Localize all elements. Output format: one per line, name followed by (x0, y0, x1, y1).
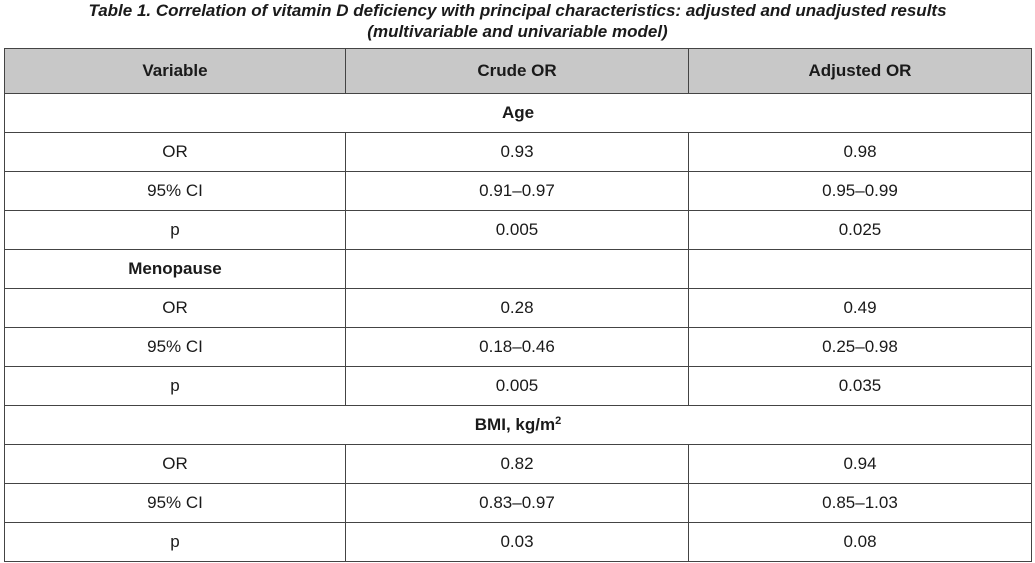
crude-value: 0.82 (345, 444, 689, 484)
row-label: OR (4, 132, 346, 172)
results-table: Variable Crude OR Adjusted OR Age OR 0.9… (4, 48, 1032, 562)
crude-value: 0.83–0.97 (345, 483, 689, 523)
empty-cell (688, 249, 1032, 289)
group-label-text: BMI, kg/m (474, 415, 556, 434)
table-row: p 0.005 0.035 (4, 366, 1032, 406)
group-label: Menopause (4, 249, 346, 289)
row-label: 95% CI (4, 327, 346, 367)
adjusted-value: 0.95–0.99 (688, 171, 1032, 211)
header-row: Variable Crude OR Adjusted OR (4, 48, 1032, 94)
table-row: OR 0.28 0.49 (4, 288, 1032, 328)
group-row-bmi: BMI, kg/m2 (4, 405, 1032, 445)
adjusted-value: 0.25–0.98 (688, 327, 1032, 367)
table-row: 95% CI 0.91–0.97 0.95–0.99 (4, 171, 1032, 211)
crude-value: 0.18–0.46 (345, 327, 689, 367)
row-label: p (4, 522, 346, 562)
group-label: BMI, kg/m2 (4, 405, 1032, 445)
table-row: p 0.005 0.025 (4, 210, 1032, 250)
table-row: 95% CI 0.18–0.46 0.25–0.98 (4, 327, 1032, 367)
group-row-menopause: Menopause (4, 249, 1032, 289)
adjusted-value: 0.49 (688, 288, 1032, 328)
header-crude-or: Crude OR (345, 48, 689, 94)
row-label: 95% CI (4, 483, 346, 523)
adjusted-value: 0.08 (688, 522, 1032, 562)
table-row: OR 0.82 0.94 (4, 444, 1032, 484)
adjusted-value: 0.98 (688, 132, 1032, 172)
row-label: OR (4, 444, 346, 484)
crude-value: 0.005 (345, 366, 689, 406)
crude-value: 0.28 (345, 288, 689, 328)
empty-cell (345, 249, 689, 289)
adjusted-value: 0.025 (688, 210, 1032, 250)
row-label: p (4, 366, 346, 406)
crude-value: 0.91–0.97 (345, 171, 689, 211)
adjusted-value: 0.94 (688, 444, 1032, 484)
group-row-age: Age (4, 93, 1032, 133)
row-label: p (4, 210, 346, 250)
crude-value: 0.03 (345, 522, 689, 562)
adjusted-value: 0.85–1.03 (688, 483, 1032, 523)
row-label: OR (4, 288, 346, 328)
caption-line-2: (multivariable and univariable model) (367, 22, 668, 41)
group-label-superscript: 2 (555, 415, 562, 427)
crude-value: 0.005 (345, 210, 689, 250)
caption-line-1: Table 1. Correlation of vitamin D defici… (88, 1, 947, 20)
adjusted-value: 0.035 (688, 366, 1032, 406)
table-row: OR 0.93 0.98 (4, 132, 1032, 172)
table-row: 95% CI 0.83–0.97 0.85–1.03 (4, 483, 1032, 523)
header-variable: Variable (4, 48, 346, 94)
table-caption: Table 1. Correlation of vitamin D defici… (0, 0, 1035, 43)
row-label: 95% CI (4, 171, 346, 211)
group-label: Age (4, 93, 1032, 133)
crude-value: 0.93 (345, 132, 689, 172)
table-row: p 0.03 0.08 (4, 522, 1032, 562)
header-adjusted-or: Adjusted OR (688, 48, 1032, 94)
